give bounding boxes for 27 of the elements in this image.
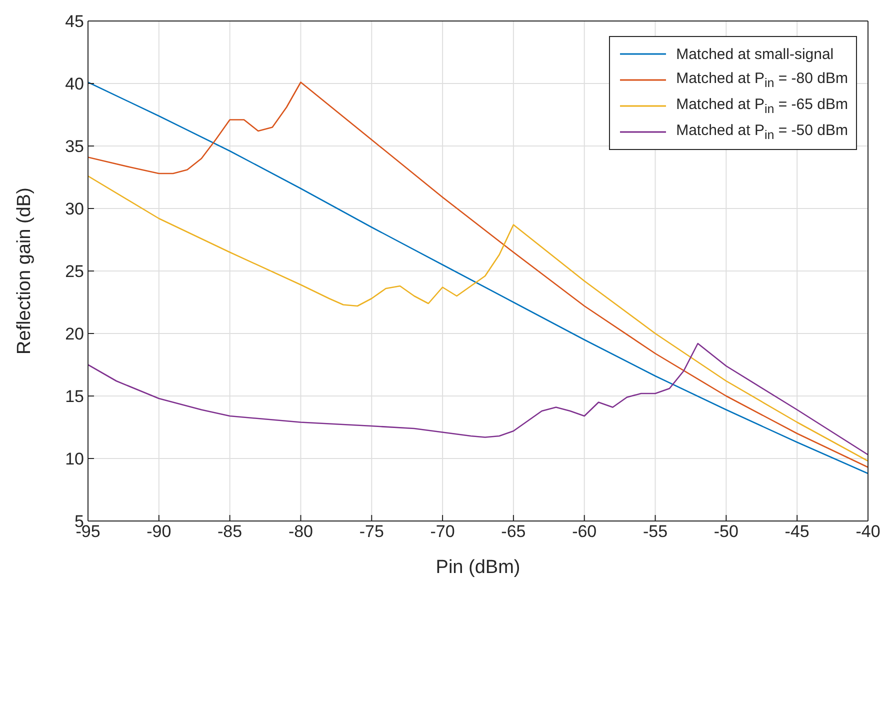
legend-label: Matched at small-signal — [676, 46, 834, 62]
x-tick-label: -45 — [784, 522, 810, 542]
x-tick-label: -40 — [856, 522, 880, 542]
line-series — [88, 342, 868, 456]
x-tick-label: -90 — [146, 522, 172, 542]
x-tick-label: -75 — [359, 522, 384, 542]
y-tick-label: 30 — [65, 200, 84, 219]
x-tick-label: -50 — [714, 522, 738, 542]
x-tick-label: -60 — [572, 522, 597, 542]
legend-label: Matched at P$_{in}$ = -65 dBm — [676, 96, 848, 116]
x-tick-label: -85 — [218, 522, 242, 542]
legend-label: Matched at P$_{in}$ = -50 dBm — [676, 122, 848, 142]
x-tick-label: -70 — [430, 522, 455, 542]
y-tick-label: 25 — [65, 262, 84, 282]
y-axis-title: Reflection gain (dB) — [14, 188, 35, 354]
y-tick-label: 35 — [65, 137, 84, 156]
x-tick-label: -65 — [501, 522, 526, 542]
x-axis-title: Pin (dBm) — [436, 557, 520, 578]
y-tick-label: 40 — [65, 74, 84, 94]
line-series — [88, 175, 868, 462]
legend-label: Matched at P$_{in}$ = -80 dBm — [676, 70, 848, 90]
y-tick-label: 15 — [65, 387, 84, 406]
x-tick-label: -80 — [288, 522, 314, 542]
y-tick-label: 20 — [65, 324, 84, 344]
y-tick-label: 10 — [65, 450, 84, 469]
x-tick-label: -55 — [642, 522, 668, 542]
y-tick-label: 45 — [65, 12, 84, 32]
